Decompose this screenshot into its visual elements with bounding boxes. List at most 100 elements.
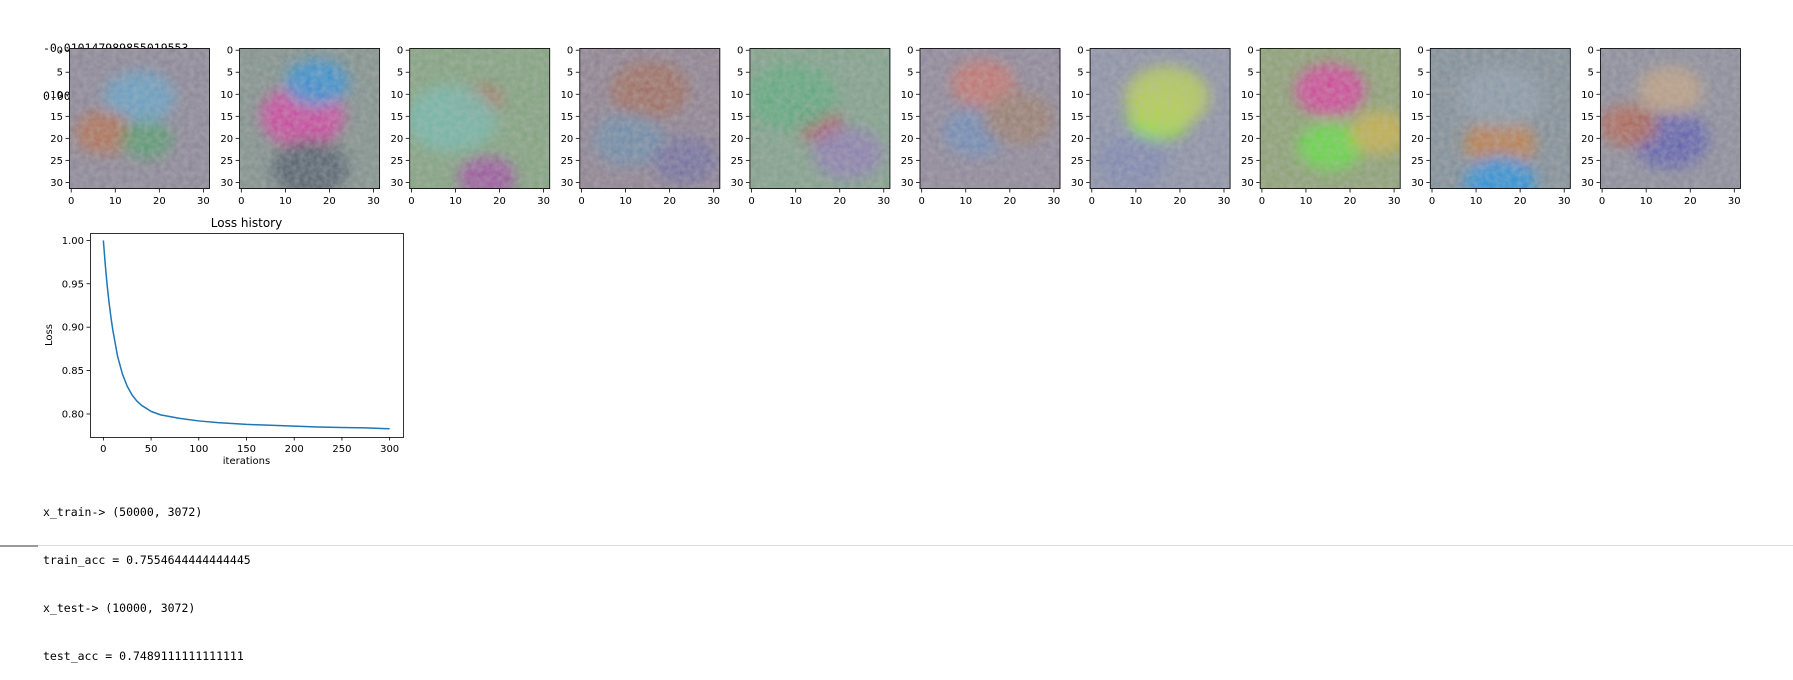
weight-image-6: 0 5 10 15 20 25 30 0 10 20 30 [1071, 46, 1231, 207]
y-tick-label: 5 [1077, 68, 1083, 79]
weight-image-0: 0 5 10 15 20 25 30 0 10 20 30 [50, 46, 210, 207]
y-tick-label: 5 [227, 68, 233, 79]
weight-image-3: 0 5 10 15 20 25 30 0 10 20 30 [561, 46, 721, 207]
y-tick-label: 25 [1411, 156, 1424, 167]
y-tick-label: 30 [220, 178, 233, 189]
x-tick-label: 0 [408, 196, 414, 207]
image-noise [1259, 48, 1401, 189]
image-frame [1259, 48, 1401, 189]
y-tick-label: 15 [901, 112, 914, 123]
y-tick-label: 5 [567, 68, 573, 79]
x-tick-label: 0 [1599, 196, 1605, 207]
y-tick-label: 30 [390, 178, 403, 189]
y-tick-label: 0 [397, 46, 403, 57]
y-tick-label: 25 [50, 156, 63, 167]
x-tick-label: 30 [877, 196, 890, 207]
weight-image-7: 0 5 10 15 20 25 30 0 10 20 30 [1241, 46, 1401, 207]
x-tick-label: 0 [748, 196, 754, 207]
x-tick-label: 0 [68, 196, 74, 207]
x-tick-label: 10 [1470, 196, 1483, 207]
x-tick-label: 30 [1728, 196, 1741, 207]
loss-history-chart: Loss history 0.80 0.85 0.90 0.95 1.00 0 50 100 15… [44, 216, 404, 467]
x-tick-label: 20 [153, 196, 166, 207]
y-tick-label: 0.80 [62, 409, 84, 420]
image-noise [409, 48, 551, 189]
y-tick-label: 10 [390, 90, 403, 101]
weight-image-4: 0 5 10 15 20 25 30 0 10 20 30 [731, 46, 891, 207]
loss-series-line [102, 240, 390, 430]
x-tick-label: 0 [578, 196, 584, 207]
y-tick-label: 15 [561, 112, 574, 123]
y-tick-label: 20 [561, 134, 574, 145]
y-tick-label: 30 [731, 178, 744, 189]
x-tick-label: 10 [1129, 196, 1142, 207]
y-tick-label: 0 [1247, 46, 1253, 57]
y-tick-label: 5 [397, 68, 403, 79]
image-frame [749, 48, 891, 189]
output-line-x-train-shape: x_train-> (50000, 3072) [43, 505, 203, 519]
x-tick-label: 10 [619, 196, 632, 207]
cell-divider-marker [0, 545, 38, 547]
y-tick-label: 5 [57, 68, 63, 79]
y-tick-label: 10 [220, 90, 233, 101]
image-frame [1089, 48, 1231, 189]
x-tick-label: 100 [189, 444, 208, 455]
weight-image-9: 0 5 10 15 20 25 30 0 10 20 30 [1581, 46, 1741, 207]
x-tick-label: 20 [1514, 196, 1527, 207]
y-tick-label: 30 [1581, 178, 1594, 189]
x-tick-label: 10 [449, 196, 462, 207]
y-tick-label: 25 [1581, 156, 1594, 167]
cell-output-bottom: x_train-> (50000, 3072) train_acc = 0.75… [43, 472, 251, 680]
y-tick-label: 30 [561, 178, 574, 189]
x-tick-label: 50 [145, 444, 158, 455]
image-noise [1089, 48, 1231, 189]
x-tick-label: 0 [1429, 196, 1435, 207]
y-tick-label: 10 [1411, 90, 1424, 101]
y-tick-label: 30 [1071, 178, 1084, 189]
x-tick-label: 150 [237, 444, 256, 455]
x-tick-label: 0 [919, 196, 925, 207]
y-axis-label: Loss [44, 324, 55, 346]
y-tick-label: 30 [901, 178, 914, 189]
x-tick-label: 20 [833, 196, 846, 207]
y-tick-label: 5 [737, 68, 743, 79]
y-tick-label: 0 [1588, 46, 1594, 57]
image-noise [1599, 48, 1741, 189]
y-tick-label: 30 [1241, 178, 1254, 189]
output-line-x-test-shape: x_test-> (10000, 3072) [43, 601, 196, 615]
y-tick-label: 25 [1241, 156, 1254, 167]
x-tick-label: 250 [332, 444, 351, 455]
image-frame [69, 48, 210, 189]
y-tick-label: 15 [1411, 112, 1424, 123]
y-tick-label: 20 [901, 134, 914, 145]
image-noise [69, 48, 210, 189]
x-tick-label: 20 [493, 196, 506, 207]
y-tick-label: 15 [1241, 112, 1254, 123]
y-tick-label: 20 [1581, 134, 1594, 145]
y-tick-label: 5 [907, 68, 913, 79]
output-line-test-accuracy: test_acc = 0.7489111111111111 [43, 649, 244, 663]
output-line-train-accuracy: train_acc = 0.7554644444444445 [43, 553, 251, 567]
y-tick-label: 0 [1417, 46, 1423, 57]
weight-image-2: 0 5 10 15 20 25 30 0 10 20 30 [390, 46, 551, 207]
y-tick-label: 15 [220, 112, 233, 123]
cell-divider [0, 545, 1793, 546]
y-tick-label: 10 [50, 90, 63, 101]
image-frame [409, 48, 551, 189]
image-noise [919, 48, 1061, 189]
x-tick-label: 10 [789, 196, 802, 207]
image-noise [579, 48, 721, 189]
image-frame [1429, 48, 1571, 189]
image-frame [919, 48, 1061, 189]
x-tick-label: 20 [1003, 196, 1016, 207]
image-noise [749, 48, 891, 189]
x-tick-label: 10 [1640, 196, 1653, 207]
y-tick-label: 15 [731, 112, 744, 123]
y-tick-label: 15 [1581, 112, 1594, 123]
y-tick-label: 25 [1071, 156, 1084, 167]
y-tick-label: 10 [1581, 90, 1594, 101]
y-tick-label: 10 [1241, 90, 1254, 101]
x-tick-label: 20 [323, 196, 336, 207]
weight-images-figure: 0 5 10 15 20 25 30 0 10 20 30 0 5 10 15 20 25 30 0 10 20 30 0 5… [50, 46, 1741, 207]
x-tick-label: 20 [1684, 196, 1697, 207]
